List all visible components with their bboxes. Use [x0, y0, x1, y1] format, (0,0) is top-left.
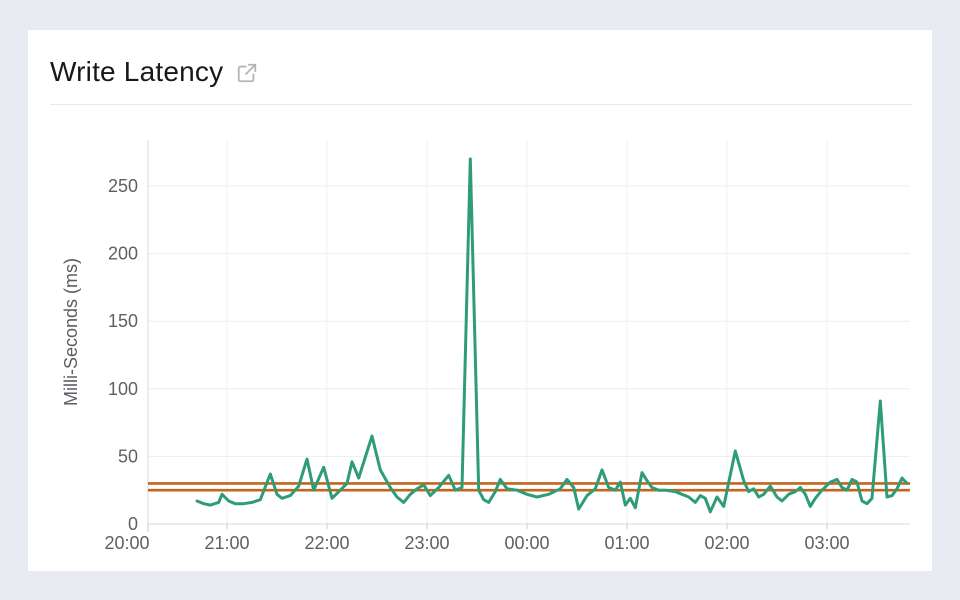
latency-chart: 20:00 21:00 22:00 23:00 00:00 01:00 02:00 03:00… — [61, 140, 910, 553]
y-tick-label: 0 — [128, 514, 138, 534]
y-tick-label: 100 — [108, 379, 138, 399]
y-tick-label: 250 — [108, 176, 138, 196]
x-tick-label: 23:00 — [404, 533, 449, 553]
header-divider — [50, 104, 912, 105]
y-tick-label: 150 — [108, 311, 138, 331]
x-tick-label: 00:00 — [504, 533, 549, 553]
series-line — [195, 157, 909, 514]
x-tick-label: 22:00 — [304, 533, 349, 553]
chart-area: 20:00 21:00 22:00 23:00 00:00 01:00 02:00 03:00… — [28, 30, 932, 571]
x-tick-label: 21:00 — [204, 533, 249, 553]
y-axis-title: Milli-Seconds (ms) — [61, 258, 81, 406]
x-tick-label: 02:00 — [704, 533, 749, 553]
page-title: Write Latency — [50, 56, 224, 87]
chart-panel: 20:00 21:00 22:00 23:00 00:00 01:00 02:00 03:00… — [28, 30, 932, 571]
x-tick-label: 01:00 — [604, 533, 649, 553]
x-tick-label: 20:00 — [104, 533, 149, 553]
panel-header: Write Latency — [50, 56, 910, 88]
external-link-icon[interactable] — [236, 62, 258, 84]
y-tick-label: 200 — [108, 244, 138, 264]
x-tick-label: 03:00 — [804, 533, 849, 553]
y-tick-label: 50 — [118, 446, 138, 466]
